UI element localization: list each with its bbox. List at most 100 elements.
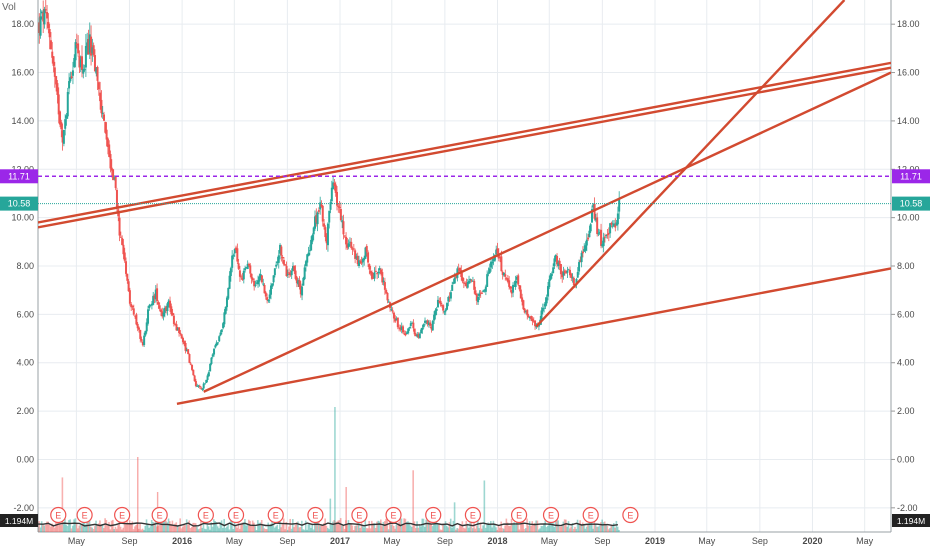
volume-bar — [596, 526, 598, 532]
y-tick-label-left: 6.00 — [16, 309, 34, 319]
volume-bar — [295, 522, 298, 532]
volume-bar — [522, 520, 524, 532]
candle-body — [554, 255, 557, 259]
volume-bar — [383, 521, 386, 532]
volume-bar — [390, 524, 392, 532]
candle-body — [425, 320, 428, 322]
candle-body — [286, 273, 289, 275]
candle-body — [38, 22, 41, 34]
candle-body — [343, 235, 346, 237]
earnings-marker — [351, 506, 368, 524]
candle-body — [268, 294, 271, 299]
earnings-marker — [227, 506, 245, 524]
volume-bar — [269, 523, 272, 532]
candle-body — [59, 111, 62, 125]
candle-body — [470, 280, 473, 282]
volume-bar — [60, 525, 62, 532]
volume-bar — [368, 520, 370, 532]
candle-body — [395, 318, 398, 321]
candle-body — [57, 94, 60, 115]
volume-bar — [404, 518, 407, 532]
volume-bar — [118, 522, 121, 532]
candle-body — [345, 236, 348, 245]
volume-bar — [302, 529, 304, 532]
x-tick-label: 2020 — [802, 536, 822, 546]
volume-bar — [137, 528, 140, 532]
x-tick-label: Sep — [594, 536, 610, 546]
candle-body — [134, 315, 137, 317]
candle-body — [361, 258, 364, 263]
candle-body — [165, 306, 168, 311]
candle-body — [508, 280, 511, 287]
candle-body — [317, 210, 320, 212]
earnings-marker-label: E — [233, 511, 239, 521]
volume-bar — [145, 519, 148, 532]
volume-bar — [426, 518, 429, 532]
earnings-marker-label: E — [203, 511, 209, 521]
volume-bar — [568, 528, 571, 532]
candle-body — [326, 223, 329, 246]
volume-bar — [150, 519, 153, 532]
candle-body — [328, 210, 331, 223]
volume-bar — [291, 519, 294, 532]
candle-body — [240, 276, 243, 278]
volume-bar — [356, 520, 359, 532]
volume-label-left: 1.194M — [5, 516, 33, 526]
candle-body — [510, 290, 513, 294]
trend-line[interactable] — [38, 61, 891, 224]
x-tick-label: May — [226, 536, 244, 546]
volume-bar — [225, 526, 228, 532]
trend-line[interactable] — [535, 0, 846, 328]
volume-bar — [581, 522, 584, 532]
candle-body — [232, 255, 235, 257]
candle-body — [96, 66, 99, 81]
candle-body — [506, 278, 509, 282]
volume-bar — [121, 529, 123, 532]
candle-body — [355, 256, 358, 259]
candle-body — [457, 268, 460, 270]
candle-body — [478, 293, 481, 296]
candle-body — [403, 333, 406, 335]
candle-body — [169, 300, 172, 308]
volume-bar — [240, 523, 242, 532]
candle-body — [56, 83, 59, 95]
candle-body — [563, 270, 566, 273]
trend-line[interactable] — [176, 267, 891, 406]
volume-bar — [523, 528, 526, 532]
trend-line[interactable] — [38, 66, 891, 229]
volume-bar — [42, 524, 44, 532]
candle-body — [330, 187, 333, 202]
candle-body — [306, 254, 309, 263]
candle-body — [369, 270, 372, 274]
candle-body — [578, 262, 581, 272]
volume-bar — [290, 528, 293, 532]
candle-body — [332, 182, 335, 190]
volume-bar — [229, 520, 232, 532]
candle-body — [220, 329, 223, 333]
candle-body — [502, 272, 505, 276]
candle-body — [84, 46, 87, 68]
candle-body — [448, 297, 451, 299]
candle-body — [285, 265, 288, 277]
candle-body — [237, 263, 240, 269]
candle-body — [479, 292, 482, 294]
candle-body — [262, 283, 265, 285]
volume-bar — [546, 525, 549, 532]
volume-bar — [434, 520, 436, 532]
trend-line[interactable] — [203, 71, 891, 393]
volume-bar — [570, 526, 572, 532]
volume-bar — [326, 527, 329, 532]
volume-bar — [514, 524, 517, 532]
volume-bar — [244, 519, 246, 532]
candle-body — [545, 297, 548, 304]
volume-bar — [518, 529, 521, 532]
candle-body — [224, 306, 227, 314]
volume-bar — [398, 522, 400, 532]
candle-body — [579, 260, 582, 263]
volume-bar — [140, 529, 143, 532]
candle-body — [584, 245, 587, 251]
volume-bar — [267, 522, 270, 532]
candle-body — [378, 268, 381, 271]
